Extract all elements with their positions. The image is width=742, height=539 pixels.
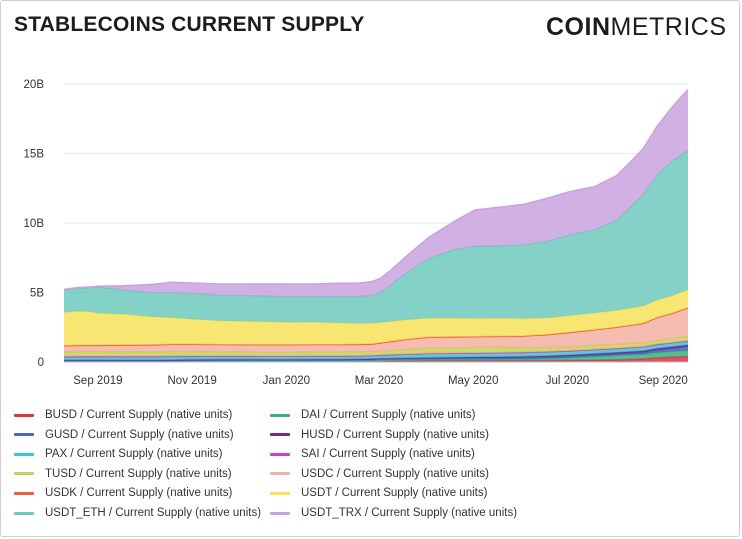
legend-label: HUSD / Current Supply (native units) [301, 428, 489, 441]
x-tick-label: Sep 2019 [73, 375, 122, 387]
y-tick-label: 5B [30, 287, 44, 299]
chart-title: STABLECOINS CURRENT SUPPLY [14, 13, 365, 36]
legend-item[interactable]: HUSD / Current Supply (native units) [270, 427, 489, 443]
area-usdt-eth [64, 150, 688, 324]
x-tick-label: May 2020 [448, 375, 499, 387]
legend-item[interactable]: USDC / Current Supply (native units) [270, 466, 489, 482]
legend-label: USDK / Current Supply (native units) [45, 487, 233, 500]
logo-bold-text: COIN [546, 13, 611, 41]
legend-swatch [14, 413, 34, 417]
legend-item[interactable]: TUSD / Current Supply (native units) [14, 466, 232, 482]
legend-swatch [270, 491, 290, 495]
legend-label: SAI / Current Supply (native units) [301, 448, 475, 461]
legend-swatch [270, 413, 290, 417]
legend-label: USDT / Current Supply (native units) [301, 487, 488, 500]
legend-label: USDC / Current Supply (native units) [301, 467, 489, 480]
x-tick-label: Mar 2020 [355, 375, 404, 387]
x-tick-label: Sep 2020 [639, 375, 688, 387]
legend-item[interactable]: DAI / Current Supply (native units) [270, 407, 476, 423]
legend-swatch [270, 472, 290, 476]
y-tick-label: 0 [38, 357, 44, 369]
legend-item[interactable]: GUSD / Current Supply (native units) [14, 427, 234, 443]
area-tusd [64, 336, 688, 357]
legend-item[interactable]: SAI / Current Supply (native units) [270, 446, 475, 462]
legend-item[interactable]: USDT_ETH / Current Supply (native units) [14, 505, 261, 521]
legend-swatch [14, 433, 34, 437]
area-usdc [64, 308, 688, 352]
legend-label: PAX / Current Supply (native units) [45, 448, 223, 461]
legend-label: TUSD / Current Supply (native units) [45, 467, 232, 480]
legend-label: BUSD / Current Supply (native units) [45, 409, 233, 421]
legend-label: USDT_TRX / Current Supply (native units) [301, 507, 518, 519]
y-tick-label: 20B [24, 79, 45, 91]
x-tick-label: Jan 2020 [263, 375, 310, 387]
chart-legend: BUSD / Current Supply (native units) DAI … [14, 407, 734, 525]
legend-swatch [14, 452, 34, 456]
legend-item[interactable]: USDT_TRX / Current Supply (native units) [270, 505, 517, 521]
legend-swatch [14, 511, 34, 515]
legend-label: DAI / Current Supply (native units) [301, 409, 476, 421]
line-usdt-trx [63, 88, 689, 291]
stacked-area-chart: 0 5B 10B 15B 20B Sep 2019 Nov 2019 Jan 2020 Mar … [24, 79, 689, 387]
legend-item[interactable]: PAX / Current Supply (native units) [14, 446, 222, 462]
legend-item[interactable]: BUSD / Current Supply (native units) [14, 407, 232, 423]
area-pax [64, 340, 688, 361]
area-usdt [64, 289, 688, 346]
coinmetrics-logo: COINMETRICS [546, 13, 727, 42]
legend-swatch [270, 511, 290, 515]
logo-thin-text: METRICS [610, 13, 727, 41]
legend-label: USDT_ETH / Current Supply (native units) [45, 507, 262, 519]
legend-swatch [14, 491, 34, 495]
y-tick-label: 10B [24, 218, 45, 230]
legend-label: GUSD / Current Supply (native units) [45, 428, 234, 441]
x-tick-label: Nov 2019 [168, 375, 217, 387]
legend-swatch [14, 472, 34, 476]
legend-swatch [270, 433, 290, 437]
x-tick-label: Jul 2020 [546, 375, 589, 387]
legend-swatch [270, 452, 290, 456]
y-tick-label: 15B [24, 148, 45, 160]
legend-item[interactable]: USDK / Current Supply (native units) [14, 485, 232, 501]
legend-item[interactable]: USDT / Current Supply (native units) [270, 485, 487, 501]
